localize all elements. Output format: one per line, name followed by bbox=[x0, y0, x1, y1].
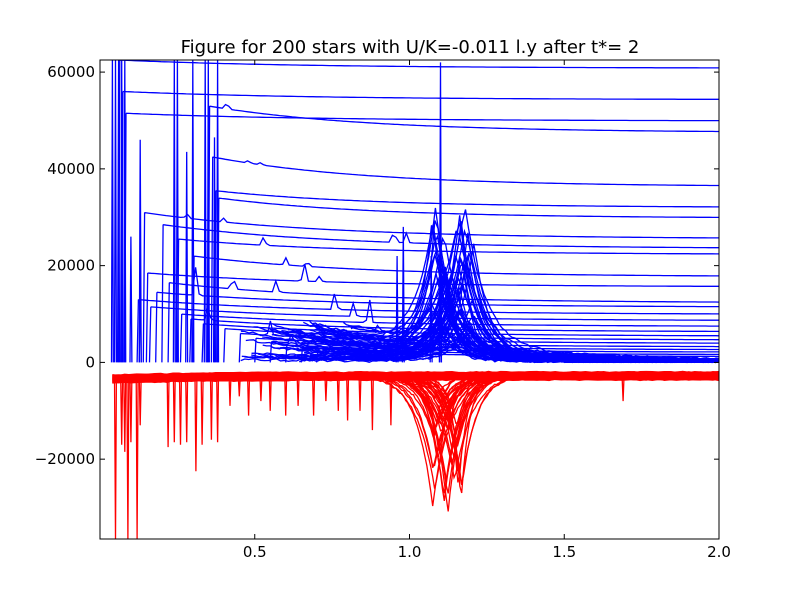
upper-series-line-11 bbox=[145, 263, 719, 363]
vertical-spike-14 bbox=[216, 60, 220, 363]
x-axis: 0.5 1.0 1.5 2.0 bbox=[243, 60, 731, 561]
upper-series-line-2 bbox=[124, 112, 719, 363]
y-tick-label-4: −20000 bbox=[35, 450, 95, 468]
upper-series-line-3 bbox=[207, 103, 719, 363]
vertical-spike-12 bbox=[203, 60, 207, 363]
vertical-spike-5 bbox=[129, 236, 133, 363]
negative-spike-13 bbox=[209, 376, 213, 440]
vertical-spike-3 bbox=[120, 60, 124, 363]
y-tick-label-3: 0 bbox=[85, 353, 95, 371]
upper-series-group bbox=[110, 60, 719, 364]
upper-series-line-9 bbox=[176, 236, 719, 363]
vertical-spike-19 bbox=[395, 255, 399, 363]
upper-series-line-5 bbox=[213, 190, 719, 363]
negative-spike-28 bbox=[389, 376, 393, 426]
negative-spike-24 bbox=[336, 376, 340, 411]
y-tick-label-2: 20000 bbox=[47, 257, 95, 275]
chart-title: Figure for 200 stars with U/K=-0.011 l.y… bbox=[181, 37, 640, 58]
upper-series-line-1 bbox=[121, 90, 719, 363]
cluster-line-55 bbox=[311, 234, 719, 362]
upper-series-line-4 bbox=[210, 156, 719, 363]
negative-spike-7 bbox=[166, 376, 170, 448]
x-tick-label-1: 1.0 bbox=[398, 543, 422, 561]
negative-spike-6 bbox=[138, 376, 142, 426]
vertical-spike-8 bbox=[172, 60, 176, 363]
upper-series-line-0 bbox=[117, 60, 719, 363]
y-axis: 60000 40000 20000 0 −20000 bbox=[35, 63, 719, 468]
negative-spike-29 bbox=[621, 376, 625, 402]
x-tick-label-2: 1.5 bbox=[552, 543, 576, 561]
lower-cluster-line-39 bbox=[316, 372, 549, 448]
negative-spike-0 bbox=[113, 376, 118, 539]
cluster-line-59 bbox=[318, 207, 719, 362]
negative-spike-1 bbox=[120, 376, 124, 445]
negative-spike-8 bbox=[172, 376, 176, 443]
negative-spike-2 bbox=[123, 376, 127, 452]
y-tick-label-0: 60000 bbox=[47, 63, 95, 81]
negative-spike-19 bbox=[268, 376, 272, 411]
upper-series-line-7 bbox=[142, 211, 719, 363]
negative-spike-26 bbox=[358, 376, 362, 411]
negative-spike-27 bbox=[370, 376, 374, 431]
negative-spike-21 bbox=[296, 376, 300, 406]
negative-spike-11 bbox=[194, 376, 198, 472]
negative-spike-4 bbox=[129, 376, 133, 443]
vertical-spike-13 bbox=[206, 60, 210, 363]
vertical-spike-2 bbox=[116, 60, 121, 363]
negative-spike-5 bbox=[135, 376, 139, 539]
negative-spike-18 bbox=[259, 376, 263, 402]
vertical-spike-1 bbox=[113, 60, 118, 363]
cluster-line-54 bbox=[343, 310, 719, 361]
cluster-line-57 bbox=[245, 315, 719, 364]
negative-spike-17 bbox=[246, 376, 251, 416]
negative-spike-12 bbox=[200, 376, 204, 445]
lower-series-group bbox=[112, 370, 719, 539]
vertical-spike-0 bbox=[110, 60, 114, 363]
x-tick-label-0: 0.5 bbox=[243, 543, 267, 561]
negative-spike-10 bbox=[185, 376, 189, 443]
upper-series-line-8 bbox=[161, 224, 719, 363]
negative-spike-3 bbox=[126, 376, 130, 539]
negative-spike-25 bbox=[346, 376, 350, 421]
negative-spike-22 bbox=[311, 376, 316, 416]
vertical-spike-7 bbox=[138, 265, 142, 363]
cluster-line-58 bbox=[300, 329, 719, 364]
negative-spike-14 bbox=[216, 376, 220, 443]
upper-series-line-13 bbox=[155, 267, 719, 363]
vertical-spike-11 bbox=[191, 60, 195, 363]
x-tick-label-3: 2.0 bbox=[707, 543, 731, 561]
y-tick-label-1: 40000 bbox=[47, 160, 95, 178]
negative-spike-15 bbox=[228, 376, 232, 406]
negative-spike-16 bbox=[237, 376, 241, 397]
vertical-spike-9 bbox=[175, 60, 179, 363]
vertical-spike-10 bbox=[185, 151, 189, 363]
negative-spike-20 bbox=[284, 376, 288, 416]
vertical-spike-4 bbox=[123, 60, 127, 363]
vertical-spike-15 bbox=[212, 137, 217, 363]
negative-spike-23 bbox=[324, 376, 328, 402]
negative-spike-9 bbox=[178, 376, 183, 445]
